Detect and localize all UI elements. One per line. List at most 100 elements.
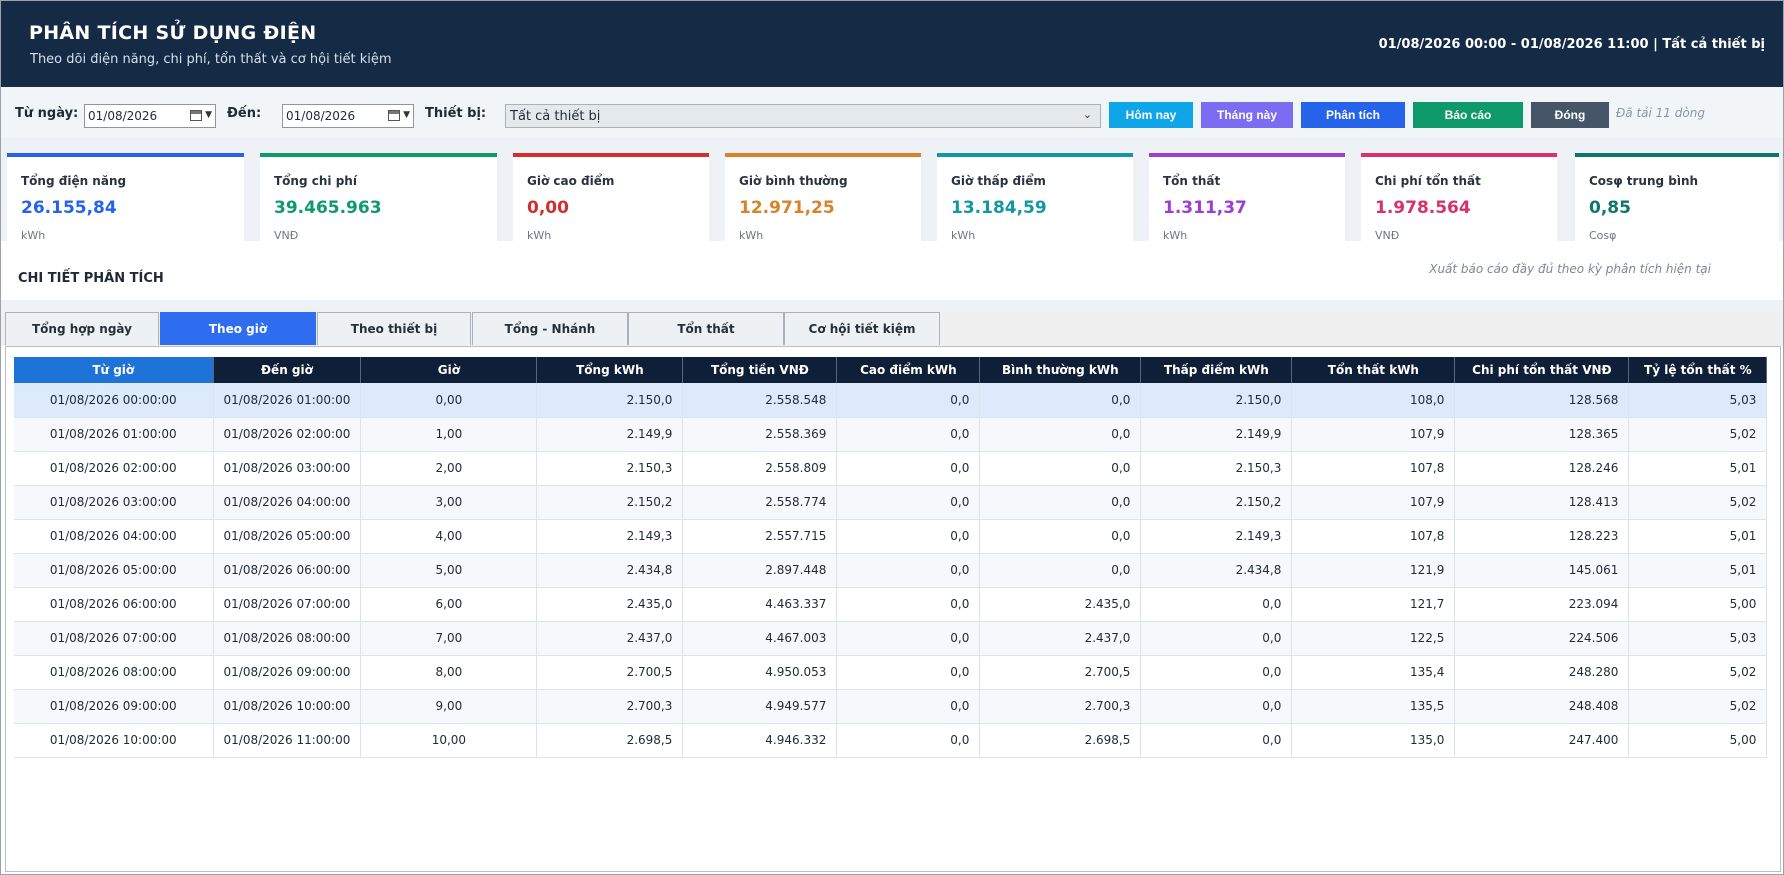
table-cell: 2.897.448 — [682, 553, 838, 588]
chevron-down-icon[interactable]: ▼ — [205, 110, 212, 120]
table-cell: 01/08/2026 10:00:00 — [14, 723, 214, 758]
column-header[interactable]: Tổng kWh — [536, 357, 684, 383]
to-date-picker[interactable]: 01/08/2026 ▼ — [282, 104, 414, 128]
table-row[interactable]: 01/08/2026 04:00:00 01/08/2026 05:00:00 4,… — [14, 519, 1768, 554]
table-cell: 2.149,9 — [1140, 417, 1293, 452]
device-label: Thiết bị: — [425, 106, 487, 121]
kpi-title: Giờ cao điểm — [527, 174, 615, 188]
column-header[interactable]: Đến giờ — [213, 357, 362, 383]
table-cell: 5,03 — [1628, 621, 1768, 656]
table-cell: 0,0 — [1140, 689, 1293, 724]
column-header[interactable]: Tổn thất kWh — [1291, 357, 1456, 383]
table-row[interactable]: 01/08/2026 10:00:00 01/08/2026 11:00:00 10… — [14, 723, 1768, 758]
table-cell: 107,8 — [1291, 519, 1456, 554]
table-cell: 2.437,0 — [536, 621, 684, 656]
table-cell: 1,00 — [360, 417, 538, 452]
table-row[interactable]: 01/08/2026 01:00:00 01/08/2026 02:00:00 1,… — [14, 417, 1768, 452]
table-cell: 01/08/2026 01:00:00 — [213, 383, 362, 418]
from-date-label: Từ ngày: — [15, 106, 79, 121]
table-row[interactable]: 01/08/2026 08:00:00 01/08/2026 09:00:00 8,… — [14, 655, 1768, 690]
table-cell: 2.150,3 — [1140, 451, 1293, 486]
close-button[interactable]: Đóng — [1531, 102, 1609, 128]
table-row[interactable]: 01/08/2026 03:00:00 01/08/2026 04:00:00 3,… — [14, 485, 1768, 520]
table-cell: 0,0 — [836, 587, 981, 622]
table-cell: 01/08/2026 08:00:00 — [14, 655, 214, 690]
kpi-title: Tổng điện năng — [21, 174, 127, 188]
kpi-card-avg-cosphi: Cosφ trung bình 0,85 Cosφ — [1575, 153, 1779, 242]
hourly-data-table[interactable]: Từ giờ Đến giờ Giờ Tổng kWh Tổng tiền VN… — [14, 357, 1768, 758]
column-header[interactable]: Từ giờ — [14, 357, 214, 383]
tab-saving-opportunities[interactable]: Cơ hội tiết kiệm — [784, 312, 940, 345]
column-header[interactable]: Tỷ lệ tổn thất % — [1628, 357, 1768, 383]
report-button[interactable]: Báo cáo — [1413, 102, 1523, 128]
chevron-down-icon[interactable]: ▼ — [403, 110, 410, 120]
table-cell: 2.149,3 — [1140, 519, 1293, 554]
table-cell: 01/08/2026 03:00:00 — [213, 451, 362, 486]
column-header[interactable]: Chi phí tổn thất VNĐ — [1454, 357, 1630, 383]
table-cell: 01/08/2026 07:00:00 — [14, 621, 214, 656]
table-cell: 121,7 — [1291, 587, 1456, 622]
kpi-title: Giờ thấp điểm — [951, 174, 1046, 188]
table-cell: 0,0 — [836, 621, 981, 656]
chevron-down-icon[interactable]: ⌄ — [1082, 108, 1092, 121]
table-row[interactable]: 01/08/2026 02:00:00 01/08/2026 03:00:00 2,… — [14, 451, 1768, 486]
tab-loss[interactable]: Tổn thất — [628, 312, 784, 345]
tab-hourly[interactable]: Theo giờ — [160, 312, 316, 345]
kpi-value: 1.978.564 — [1375, 198, 1471, 218]
column-header[interactable]: Tổng tiền VNĐ — [682, 357, 838, 383]
kpi-card-total-energy: Tổng điện năng 26.155,84 kWh — [7, 153, 244, 242]
column-header[interactable]: Bình thường kWh — [979, 357, 1142, 383]
tab-panel: Từ giờ Đến giờ Giờ Tổng kWh Tổng tiền VN… — [5, 346, 1781, 872]
table-row[interactable]: 01/08/2026 05:00:00 01/08/2026 06:00:00 5,… — [14, 553, 1768, 588]
calendar-icon[interactable] — [388, 110, 400, 121]
section-note: Xuất báo cáo đầy đủ theo kỳ phân tích hi… — [1429, 262, 1711, 276]
table-cell: 223.094 — [1454, 587, 1630, 622]
table-cell: 01/08/2026 04:00:00 — [14, 519, 214, 554]
column-header[interactable]: Cao điểm kWh — [836, 357, 981, 383]
kpi-value: 26.155,84 — [21, 198, 117, 218]
table-cell: 128.365 — [1454, 417, 1630, 452]
table-row[interactable]: 01/08/2026 07:00:00 01/08/2026 08:00:00 7,… — [14, 621, 1768, 656]
table-cell: 0,0 — [836, 485, 981, 520]
kpi-card-loss-cost: Chi phí tổn thất 1.978.564 VNĐ — [1361, 153, 1557, 242]
table-cell: 107,9 — [1291, 417, 1456, 452]
table-cell: 2.150,0 — [1140, 383, 1293, 418]
table-cell: 4.467.003 — [682, 621, 838, 656]
tab-main-branch[interactable]: Tổng - Nhánh — [472, 312, 628, 345]
from-date-picker[interactable]: 01/08/2026 ▼ — [84, 104, 216, 128]
kpi-unit: kWh — [21, 229, 46, 242]
this-month-button[interactable]: Tháng này — [1201, 102, 1293, 128]
table-cell: 01/08/2026 00:00:00 — [14, 383, 214, 418]
table-cell: 2.698,5 — [536, 723, 684, 758]
table-cell: 6,00 — [360, 587, 538, 622]
table-cell: 2.150,2 — [1140, 485, 1293, 520]
table-row[interactable]: 01/08/2026 06:00:00 01/08/2026 07:00:00 6,… — [14, 587, 1768, 622]
column-header[interactable]: Giờ — [360, 357, 538, 383]
page-title: PHÂN TÍCH SỬ DỤNG ĐIỆN — [29, 22, 317, 44]
table-cell: 108,0 — [1291, 383, 1456, 418]
table-cell: 0,0 — [836, 689, 981, 724]
table-cell: 0,0 — [836, 553, 981, 588]
device-select[interactable]: Tất cả thiết bị ⌄ — [505, 104, 1101, 128]
table-cell: 2.700,3 — [979, 689, 1142, 724]
table-cell: 01/08/2026 07:00:00 — [213, 587, 362, 622]
table-cell: 0,0 — [1140, 587, 1293, 622]
table-cell: 135,5 — [1291, 689, 1456, 724]
today-button[interactable]: Hôm nay — [1109, 102, 1193, 128]
column-header[interactable]: Thấp điểm kWh — [1140, 357, 1293, 383]
tab-daily-summary[interactable]: Tổng hợp ngày — [5, 312, 159, 345]
table-cell: 121,9 — [1291, 553, 1456, 588]
filter-bar: Từ ngày: 01/08/2026 ▼ Đến: 01/08/2026 ▼ … — [1, 87, 1783, 137]
table-cell: 2.558.809 — [682, 451, 838, 486]
table-cell: 2.437,0 — [979, 621, 1142, 656]
table-cell: 5,00 — [1628, 723, 1768, 758]
calendar-icon[interactable] — [190, 110, 202, 121]
tab-by-device[interactable]: Theo thiết bị — [317, 312, 471, 345]
table-cell: 0,0 — [1140, 723, 1293, 758]
analyze-button[interactable]: Phân tích — [1301, 102, 1405, 128]
table-row[interactable]: 01/08/2026 09:00:00 01/08/2026 10:00:00 9,… — [14, 689, 1768, 724]
table-cell: 0,00 — [360, 383, 538, 418]
table-cell: 0,0 — [979, 383, 1142, 418]
table-row[interactable]: 01/08/2026 00:00:00 01/08/2026 01:00:00 0,… — [14, 383, 1768, 418]
table-cell: 128.568 — [1454, 383, 1630, 418]
